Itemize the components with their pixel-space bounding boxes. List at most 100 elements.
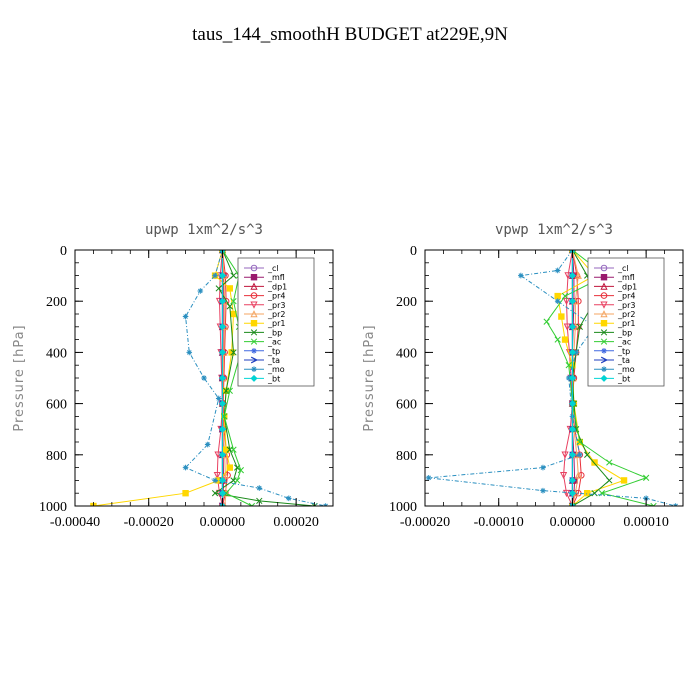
- y-axis-label: Pressure [hPa]: [362, 324, 377, 431]
- data-point_pr1: [561, 336, 569, 343]
- legend: _cl_mfl_dp1_pr4_pr3_pr2_pr1_bp_ac_tp_ta_…: [587, 257, 665, 387]
- y-tick-label: 1000: [389, 500, 417, 515]
- data-point_ac: [561, 292, 569, 300]
- legend-entry-label: _bp: [617, 328, 632, 337]
- data-point_pr1: [228, 349, 235, 356]
- data-point_ac: [606, 459, 613, 466]
- panel-title: upwp 1xm^2/s^3: [145, 222, 263, 238]
- legend-swatch-marker: [250, 264, 258, 272]
- data-point_pr1: [620, 477, 628, 484]
- y-tick-label: 800: [46, 449, 67, 464]
- legend-swatch-marker: [600, 338, 608, 345]
- legend-entry-label: _pr1: [617, 319, 635, 328]
- data-point_ac: [248, 502, 256, 506]
- legend-swatch-marker: [250, 329, 258, 336]
- data-point_bt: [568, 323, 576, 331]
- data-point_mo: [197, 288, 204, 294]
- x-tick-label: -0.00040: [50, 515, 100, 530]
- data-point_bp: [584, 451, 591, 458]
- y-tick-label: 600: [396, 398, 417, 413]
- legend-swatch-marker: [600, 310, 608, 318]
- legend-swatch-marker: [600, 292, 608, 299]
- legend-swatch-marker: [600, 282, 608, 290]
- data-point_ac: [237, 467, 245, 474]
- data-point_ac: [230, 446, 237, 453]
- data-point_bp: [576, 323, 583, 330]
- legend-entry-label: _pr3: [267, 301, 285, 310]
- legend-entry-label: _pr4: [617, 292, 635, 301]
- y-tick-label: 0: [60, 244, 67, 259]
- legend-swatch-marker: [250, 282, 258, 290]
- legend-swatch-marker: [600, 264, 608, 272]
- data-point_mo: [565, 375, 572, 381]
- data-point_ac: [226, 387, 233, 394]
- data-point_pr1: [226, 464, 233, 471]
- data-point_mo: [573, 349, 579, 356]
- y-tick-label: 1000: [39, 500, 67, 515]
- figure-title: taus_144_smoothH BUDGET at229E,9N: [192, 24, 508, 45]
- legend-swatch-marker: [250, 292, 258, 299]
- legend-swatch-marker: [250, 301, 258, 309]
- legend: _cl_mfl_dp1_pr4_pr3_pr2_pr1_bp_ac_tp_ta_…: [237, 257, 315, 387]
- legend-swatch-marker: [250, 310, 258, 318]
- y-tick-label: 400: [396, 346, 417, 361]
- data-point_mo: [215, 395, 222, 402]
- data-point_pr1: [554, 292, 561, 300]
- legend-entry-label: _mfl: [267, 273, 285, 282]
- data-point_pr3: [563, 323, 571, 331]
- legend-entry-label: _pr2: [267, 310, 285, 319]
- legend-swatch-marker: [250, 338, 258, 345]
- legend-swatch-marker: [600, 374, 608, 382]
- data-point_mo: [540, 464, 546, 471]
- legend-entry-label: _dp1: [617, 282, 637, 291]
- data-point_mo: [212, 272, 218, 279]
- y-tick-label: 400: [46, 346, 67, 361]
- y-tick-label: 200: [396, 295, 417, 310]
- legend-entry-label: _bp: [267, 328, 282, 337]
- legend-swatch-marker: [600, 319, 608, 327]
- data-point_bp: [211, 490, 219, 497]
- legend-entry-label: _mo: [617, 365, 635, 374]
- data-point_pr2: [574, 271, 582, 279]
- legend-entry-label: _pr1: [267, 319, 285, 328]
- legend-entry-label: _cl: [617, 264, 629, 273]
- series-line_ac: [546, 250, 654, 506]
- y-tick-label: 800: [396, 449, 417, 464]
- data-point_pr2: [574, 471, 582, 479]
- series-group: [90, 250, 329, 506]
- data-point_bt: [218, 425, 226, 433]
- data-point_bt: [218, 489, 226, 497]
- data-point_mo: [212, 477, 218, 484]
- y-tick-label: 600: [46, 398, 67, 413]
- data-point_pr3: [562, 297, 571, 306]
- legend-entry-label: _ta: [617, 356, 630, 365]
- legend-swatch-marker: [600, 301, 608, 309]
- data-point_bt: [568, 489, 576, 497]
- legend-swatch-marker: [251, 348, 257, 354]
- data-point_ac: [554, 336, 561, 343]
- legend-entry-label: _ac: [267, 338, 281, 347]
- data-point_ac: [234, 477, 241, 484]
- legend-swatch-marker: [250, 273, 258, 281]
- legend-box: [237, 257, 315, 387]
- x-tick-label: -0.00010: [474, 515, 524, 530]
- data-point_ac: [565, 362, 572, 369]
- data-point_pr2: [221, 471, 229, 479]
- data-point_bp: [230, 272, 237, 279]
- data-point_bt: [568, 272, 576, 280]
- upwp-panel: upwp 1xm^2/s^3 Pressure [hPa] -0.00040 -0.0…: [12, 222, 334, 530]
- data-point_mo: [285, 495, 292, 502]
- legend-entry-label: _ac: [617, 338, 631, 347]
- vpwp-panel: vpwp 1xm^2/s^3 Pressure [hPa] -0.00020 -0.0…: [362, 222, 684, 530]
- data-point_mo: [554, 267, 561, 274]
- data-point_mo: [425, 475, 432, 481]
- data-point_bt: [218, 400, 226, 408]
- data-point_bt: [568, 374, 576, 382]
- data-point_pr1: [583, 489, 591, 497]
- legend-swatch-marker: [600, 329, 608, 336]
- data-point_bt: [568, 297, 576, 305]
- data-point_bp: [226, 303, 233, 310]
- legend-swatch-marker: [250, 374, 258, 382]
- legend-swatch-marker: [601, 348, 607, 354]
- series-line_mo: [428, 250, 676, 506]
